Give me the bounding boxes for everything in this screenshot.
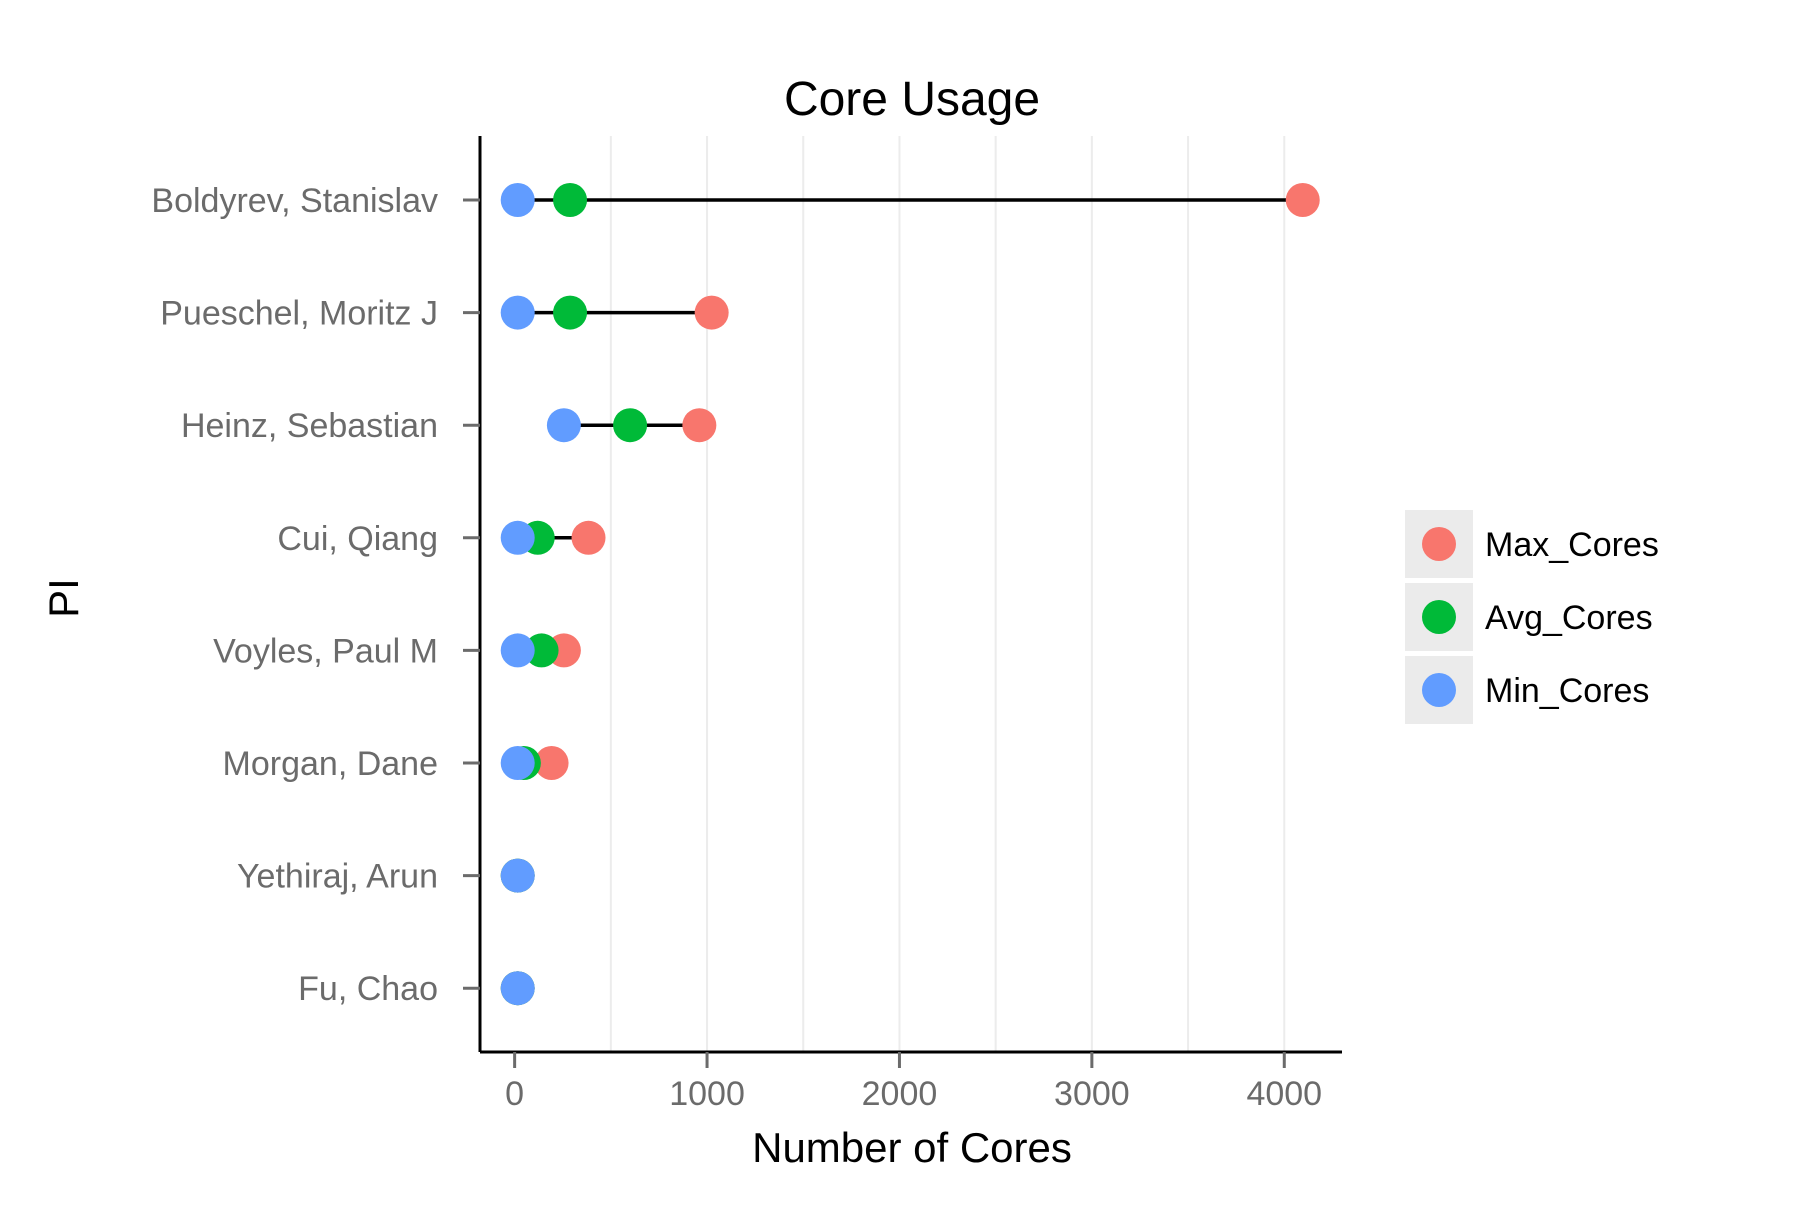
point-avg-cores	[553, 183, 588, 217]
point-avg-cores	[524, 633, 559, 668]
grid-lines	[609, 136, 1286, 1052]
x-tick-label: 3000	[1054, 1075, 1130, 1113]
x-axis-title: Number of Cores	[752, 1124, 1072, 1171]
data-points	[500, 183, 1320, 1006]
y-tick-label: Fu, Chao	[298, 970, 438, 1008]
point-avg-cores	[553, 295, 588, 330]
legend-key-dot	[1422, 527, 1456, 561]
axes: Boldyrev, Stanislav Pueschel, Moritz J Hei…	[151, 136, 1342, 1113]
point-min-cores	[546, 408, 581, 443]
x-tick-label: 2000	[862, 1075, 938, 1113]
y-tick-label: Cui, Qiang	[277, 520, 438, 558]
point-avg-cores	[613, 408, 648, 443]
y-tick-label: Heinz, Sebastian	[181, 407, 438, 445]
y-tick-label: Morgan, Dane	[223, 745, 438, 783]
legend-key-dot	[1422, 600, 1456, 634]
point-max-cores	[534, 746, 569, 780]
point-min-cores	[500, 183, 535, 217]
legend-label: Max_Cores	[1485, 526, 1659, 564]
point-min-cores	[500, 295, 535, 330]
y-tick-label: Voyles, Paul M	[213, 632, 438, 670]
point-max-cores	[682, 408, 717, 443]
legend-label: Avg_Cores	[1485, 599, 1653, 637]
point-max-cores	[1285, 183, 1320, 217]
point-min-cores	[500, 858, 535, 893]
point-min-cores	[500, 746, 535, 780]
legend: Max_Cores Avg_Cores Min_Cores	[1405, 510, 1659, 724]
chart-title: Core Usage	[784, 73, 1040, 126]
y-axis-title: PI	[40, 578, 87, 618]
x-tick-label: 0	[505, 1075, 524, 1113]
x-tick-label: 1000	[669, 1075, 745, 1113]
y-tick-label: Pueschel, Moritz J	[160, 295, 438, 333]
y-tick-label: Yethiraj, Arun	[237, 858, 438, 896]
range-segments	[517, 198, 1303, 765]
point-min-cores	[500, 633, 535, 668]
point-min-cores	[500, 971, 535, 1006]
legend-label: Min_Cores	[1485, 672, 1649, 710]
x-tick-label: 4000	[1246, 1075, 1322, 1113]
point-max-cores	[694, 295, 729, 330]
y-tick-label: Boldyrev, Stanislav	[151, 182, 438, 220]
legend-key-dot	[1422, 673, 1456, 707]
point-min-cores	[500, 520, 535, 555]
point-max-cores	[571, 520, 606, 555]
